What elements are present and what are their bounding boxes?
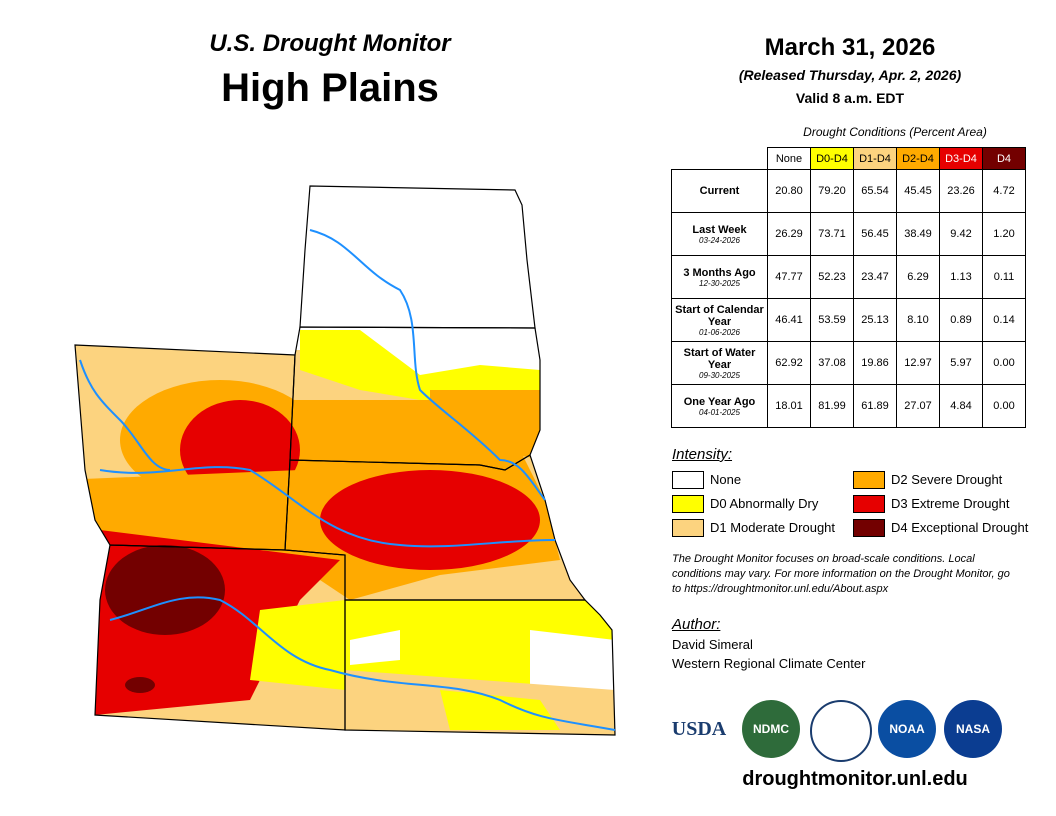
legend-swatch [853, 495, 885, 513]
logo: USDA [670, 700, 728, 758]
legend-title: Intensity: [672, 446, 733, 463]
logo [810, 700, 872, 762]
cell: 19.86 [853, 341, 897, 385]
cell: 0.00 [982, 341, 1026, 385]
table-row: Start of Calendar Year 01-06-2026 46.41 53.… [671, 298, 1026, 342]
row-label-text: Start of Calendar Year [675, 303, 764, 328]
cell: 12.97 [896, 341, 940, 385]
cell: 73.71 [810, 212, 854, 256]
cell: 45.45 [896, 169, 940, 213]
legend-swatch [853, 519, 885, 537]
logo: NASA [944, 700, 1002, 758]
cell: 0.11 [982, 255, 1026, 299]
cell: 23.47 [853, 255, 897, 299]
logo: NOAA [878, 700, 936, 758]
cell: 65.54 [853, 169, 897, 213]
cell: 0.89 [939, 298, 983, 342]
column-header: D4 [982, 147, 1026, 170]
cell: 53.59 [810, 298, 854, 342]
row-label-text: 3 Months Ago [683, 266, 756, 279]
cell: 1.20 [982, 212, 1026, 256]
table-row: Last Week 03-24-2026 26.29 73.71 56.45 38.49 9… [671, 212, 1026, 256]
title: High Plains [221, 66, 439, 110]
cell: 46.41 [767, 298, 811, 342]
cell: 8.10 [896, 298, 940, 342]
cell: 4.72 [982, 169, 1026, 213]
table-row: One Year Ago 04-01-2025 18.01 81.99 61.89 27.… [671, 384, 1026, 428]
legend-label: D1 Moderate Drought [710, 520, 836, 535]
cell: 0.14 [982, 298, 1026, 342]
column-header: D1-D4 [853, 147, 897, 170]
row-label: 3 Months Ago 12-30-2025 [671, 255, 768, 299]
cell: 81.99 [810, 384, 854, 428]
legend-label: D3 Extreme Drought [891, 496, 1010, 511]
url: droughtmonitor.unl.edu [742, 768, 968, 790]
row-date: 03-24-2026 [699, 235, 740, 245]
row-label: Last Week 03-24-2026 [671, 212, 768, 256]
table-row: Current 20.80 79.20 65.54 45.45 23.26 4.72 [671, 169, 1026, 213]
table-caption: Drought Conditions (Percent Area) [803, 125, 987, 139]
legend-label: None [710, 472, 742, 487]
row-date: 04-01-2025 [699, 407, 740, 417]
cell: 38.49 [896, 212, 940, 256]
table-row: Start of Water Year 09-30-2025 62.92 37.08 1… [671, 341, 1026, 385]
cell: 23.26 [939, 169, 983, 213]
legend-swatch [672, 471, 704, 489]
cell: 0.00 [982, 384, 1026, 428]
column-header: None [767, 147, 811, 170]
date: March 31, 2026 [764, 34, 936, 61]
row-label-text: One Year Ago [683, 395, 756, 408]
author-name: David Simeral [672, 637, 753, 652]
cell: 26.29 [767, 212, 811, 256]
row-label: Start of Water Year 09-30-2025 [671, 341, 768, 385]
legend-label: D0 Abnormally Dry [710, 496, 819, 511]
row-label-text: Current [699, 185, 740, 197]
cell: 37.08 [810, 341, 854, 385]
row-date: 12-30-2025 [699, 278, 740, 288]
cell: 62.92 [767, 341, 811, 385]
cell: 79.20 [810, 169, 854, 213]
author-org: Western Regional Climate Center [672, 656, 866, 671]
cell: 20.80 [767, 169, 811, 213]
author-label: Author: [672, 616, 721, 633]
conditions-table: None D0-D4 D1-D4 D2-D4 D3-D4 D4 Current 20.80 79… [671, 147, 1026, 428]
map [74, 185, 616, 736]
cell: 27.07 [896, 384, 940, 428]
logo: NDMC [742, 700, 800, 758]
cell: 56.45 [853, 212, 897, 256]
cell: 6.29 [896, 255, 940, 299]
column-header: D2-D4 [896, 147, 940, 170]
note: The Drought Monitor focuses on broad-sca… [672, 553, 1010, 595]
legend-label: D4 Exceptional Drought [891, 520, 1029, 535]
cell: 4.84 [939, 384, 983, 428]
legend-label: D2 Severe Drought [891, 472, 1003, 487]
legend-swatch [853, 471, 885, 489]
cell: 5.97 [939, 341, 983, 385]
row-date: 09-30-2025 [699, 370, 740, 380]
row-label-text: Last Week [692, 223, 747, 236]
row-label-text: Start of Water Year [683, 346, 756, 371]
table-row: 3 Months Ago 12-30-2025 47.77 52.23 23.47 6.2… [671, 255, 1026, 299]
row-label: Current [671, 169, 768, 213]
valid: Valid 8 a.m. EDT [795, 90, 905, 106]
cell: 18.01 [767, 384, 811, 428]
legend-swatch [672, 495, 704, 513]
column-header: D3-D4 [939, 147, 983, 170]
cell: 25.13 [853, 298, 897, 342]
subtitle: U.S. Drought Monitor [209, 30, 451, 57]
column-header: D0-D4 [810, 147, 854, 170]
blank-cell [671, 147, 768, 170]
cell: 52.23 [810, 255, 854, 299]
header-row: None D0-D4 D1-D4 D2-D4 D3-D4 D4 [671, 147, 1026, 170]
released: (Released Thursday, Apr. 2, 2026) [738, 67, 962, 83]
cell: 47.77 [767, 255, 811, 299]
cell: 61.89 [853, 384, 897, 428]
row-label: Start of Calendar Year 01-06-2026 [671, 298, 768, 342]
row-label: One Year Ago 04-01-2025 [671, 384, 768, 428]
cell: 9.42 [939, 212, 983, 256]
row-date: 01-06-2026 [699, 327, 740, 337]
legend-swatch [672, 519, 704, 537]
cell: 1.13 [939, 255, 983, 299]
